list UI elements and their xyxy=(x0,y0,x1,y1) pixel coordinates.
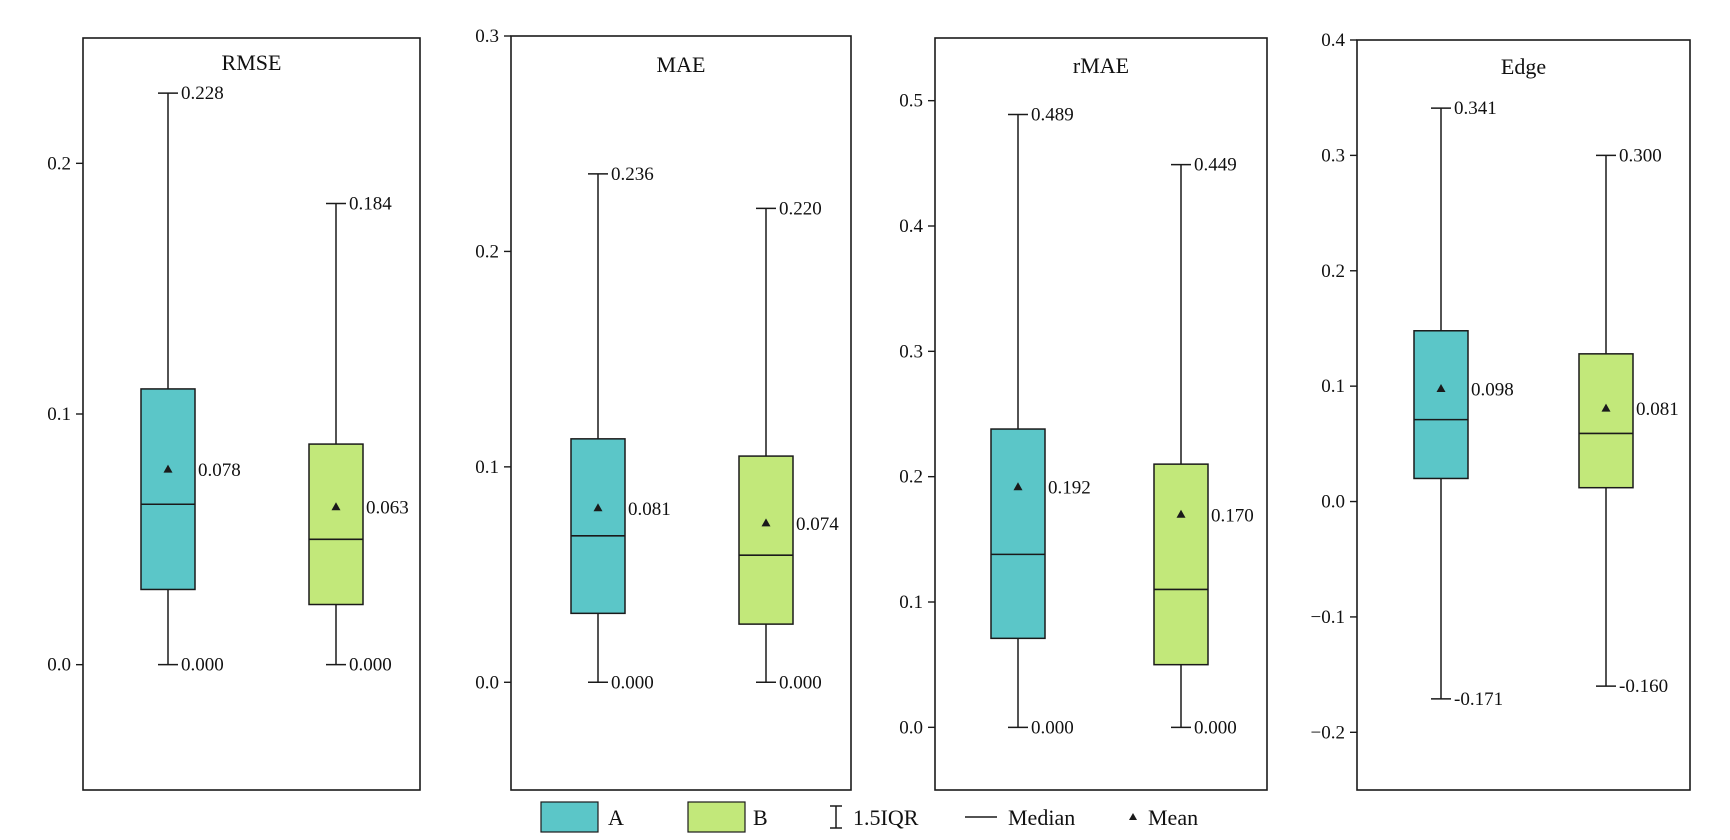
y-tick-label: 0.1 xyxy=(899,592,923,613)
legend-mean-symbol xyxy=(1129,813,1137,820)
mean-label: 0.081 xyxy=(1636,399,1679,420)
y-tick-label: 0.0 xyxy=(475,672,499,693)
legend-swatch xyxy=(540,801,599,833)
iqr-box xyxy=(308,443,364,606)
whisker-high-label: 0.220 xyxy=(779,198,822,219)
y-tick-label: 0.4 xyxy=(1321,30,1345,51)
plot-frame xyxy=(82,37,421,791)
mean-label: 0.081 xyxy=(628,499,671,520)
mean-label: 0.063 xyxy=(366,498,409,519)
legend-label: Mean xyxy=(1148,805,1198,830)
y-tick-label: 0.2 xyxy=(475,241,499,262)
y-tick-label: −0.1 xyxy=(1311,607,1345,628)
panel-title: rMAE xyxy=(1073,53,1129,78)
y-tick-label: 0.2 xyxy=(47,153,71,174)
box-a: 0.489 0.192 0.000 xyxy=(990,104,1091,738)
mean-marker xyxy=(163,464,173,473)
legend-swatch xyxy=(687,801,746,833)
mean-label: 0.074 xyxy=(796,514,839,535)
y-tick-label: 0.2 xyxy=(1321,261,1345,282)
mean-marker xyxy=(593,503,603,512)
whisker-low-label: 0.000 xyxy=(1031,717,1074,738)
panel-title: MAE xyxy=(657,52,706,77)
box-a: 0.228 0.078 0.000 xyxy=(140,83,241,676)
mean-label: 0.170 xyxy=(1211,505,1254,526)
mean-marker xyxy=(1013,482,1023,491)
mean-marker xyxy=(1176,509,1186,518)
y-tick-label: 0.3 xyxy=(899,341,923,362)
whisker-high-label: 0.236 xyxy=(611,164,654,185)
iqr-box xyxy=(1578,353,1634,489)
whisker-high-label: 0.489 xyxy=(1031,104,1074,125)
whisker-low-label: -0.160 xyxy=(1619,676,1668,697)
panel-title: Edge xyxy=(1501,54,1546,79)
legend-label: Median xyxy=(1008,805,1075,830)
mean-marker xyxy=(1436,383,1446,392)
mean-label: 0.098 xyxy=(1471,379,1514,400)
y-tick-label: 0.5 xyxy=(899,91,923,112)
legend: A B 1.5IQR Median Mean xyxy=(540,801,1198,833)
whisker-high-label: 0.341 xyxy=(1454,98,1497,119)
mean-marker xyxy=(761,518,771,527)
panel-rmse: 0.00.10.2RMSE0.2280.0780.0000.1840.0630.… xyxy=(47,37,421,791)
y-tick-label: 0.1 xyxy=(475,457,499,478)
box-b: 0.300 0.081 -0.160 xyxy=(1578,145,1679,697)
whisker-low-label: 0.000 xyxy=(611,672,654,693)
legend-item-b: B xyxy=(687,801,768,833)
box-b: 0.184 0.063 0.000 xyxy=(308,193,409,676)
iqr-box xyxy=(570,438,626,615)
mean-marker xyxy=(331,502,341,511)
legend-label: B xyxy=(753,805,768,830)
iqr-box xyxy=(738,455,794,625)
plot-frame xyxy=(934,37,1268,791)
whisker-low-label: -0.171 xyxy=(1454,689,1503,710)
mean-label: 0.078 xyxy=(198,460,241,481)
plot-frame xyxy=(510,35,852,791)
whisker-low-label: 0.000 xyxy=(349,655,392,676)
panel-mae: 0.0 0.1 0.2 0.3 MAE 0.236 0.081 0.000 0.220 0.074… xyxy=(475,26,852,791)
whisker-high-label: 0.449 xyxy=(1194,155,1237,176)
panel-rmae: 0.00.10.20.30.40.5rMAE0.4890.1920.0000.4… xyxy=(899,37,1268,791)
legend-label: A xyxy=(608,805,624,830)
y-tick-label: 0.3 xyxy=(475,26,499,47)
y-tick-label: 0.1 xyxy=(47,404,71,425)
legend-item-1-5iqr: 1.5IQR xyxy=(830,805,919,830)
whisker-low-label: 0.000 xyxy=(779,672,822,693)
y-tick-label: 0.2 xyxy=(899,467,923,488)
panel-title: RMSE xyxy=(222,50,282,75)
iqr-box xyxy=(1413,330,1469,480)
y-tick-label: 0.3 xyxy=(1321,145,1345,166)
whisker-low-label: 0.000 xyxy=(1194,717,1237,738)
legend-item-median: Median xyxy=(965,805,1075,830)
y-tick-label: 0.4 xyxy=(899,216,923,237)
mean-label: 0.192 xyxy=(1048,478,1091,499)
box-a: 0.341 0.098 -0.171 xyxy=(1413,98,1514,710)
plot-frame xyxy=(1356,39,1691,791)
legend-item-a: A xyxy=(540,801,624,833)
box-b: 0.220 0.074 0.000 xyxy=(738,198,839,693)
mean-marker xyxy=(1601,403,1611,412)
y-tick-label: 0.0 xyxy=(47,655,71,676)
whisker-high-label: 0.228 xyxy=(181,83,224,104)
iqr-box xyxy=(990,428,1046,640)
whisker-high-label: 0.300 xyxy=(1619,145,1662,166)
y-tick-label: 0.0 xyxy=(899,717,923,738)
legend-item-mean: Mean xyxy=(1129,805,1198,830)
iqr-box xyxy=(140,388,196,591)
whisker-high-label: 0.184 xyxy=(349,193,392,214)
y-tick-label: −0.2 xyxy=(1311,722,1345,743)
box-b: 0.449 0.170 0.000 xyxy=(1153,155,1254,738)
y-tick-label: 0.0 xyxy=(1321,492,1345,513)
box-a: 0.236 0.081 0.000 xyxy=(570,164,671,693)
legend-label: 1.5IQR xyxy=(853,805,919,830)
whisker-low-label: 0.000 xyxy=(181,655,224,676)
y-tick-label: 0.1 xyxy=(1321,376,1345,397)
iqr-box xyxy=(1153,463,1209,666)
